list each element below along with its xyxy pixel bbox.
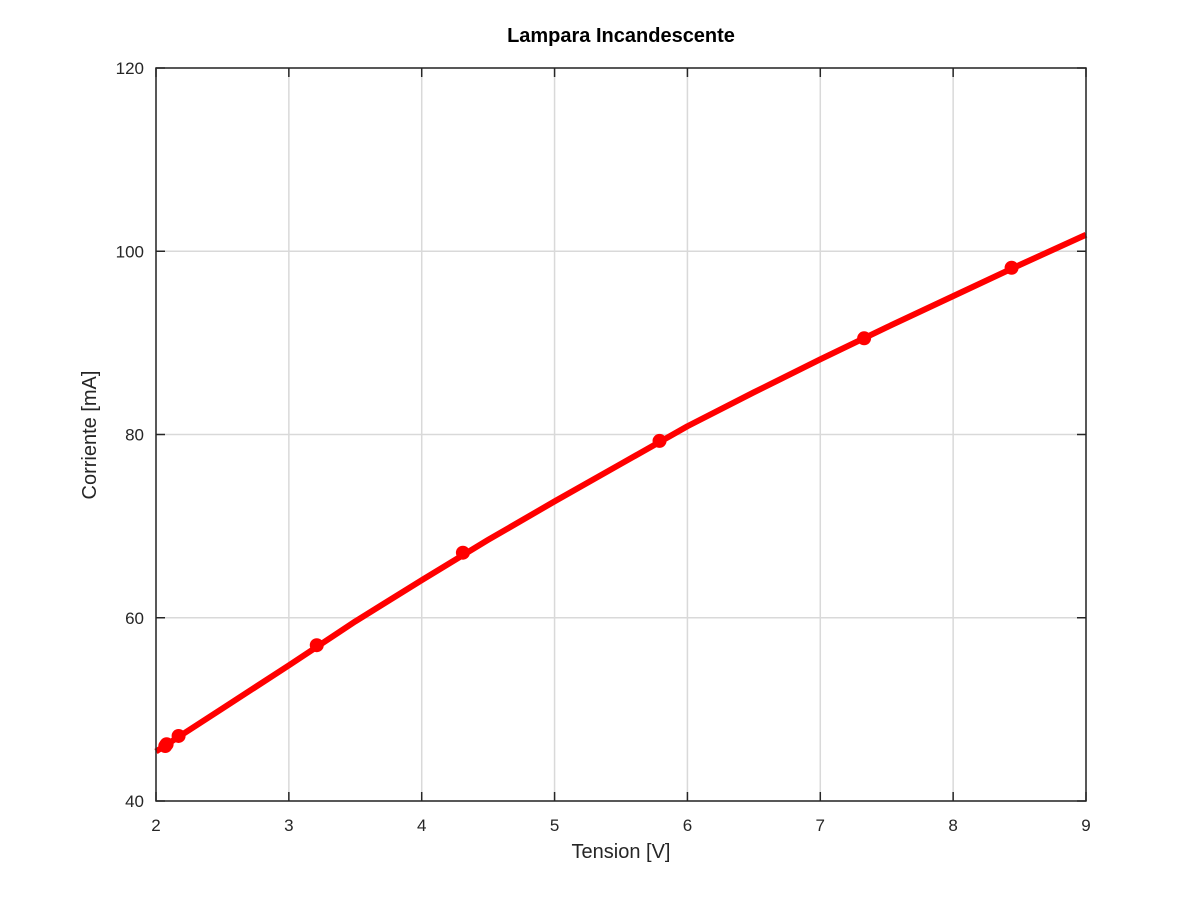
y-axis-label: Corriente [mA]: [79, 371, 101, 500]
plot-area: [154, 232, 1088, 755]
data-point: [857, 331, 872, 346]
x-tick-label: 2: [151, 816, 160, 835]
data-point: [1004, 260, 1019, 275]
ticks: 2 3 4 5 6 7 8 9 40 60 80 100 120: [116, 59, 1091, 835]
data-point: [171, 728, 186, 743]
data-point: [652, 433, 667, 448]
x-tick-label: 3: [284, 816, 293, 835]
series-line: [154, 232, 1088, 755]
y-tick-label: 80: [125, 426, 144, 445]
y-tick-label: 40: [125, 792, 144, 811]
x-tick-label: 7: [816, 816, 825, 835]
y-tick-label: 60: [125, 609, 144, 628]
data-point: [159, 737, 174, 752]
y-tick-label: 120: [116, 59, 144, 78]
x-tick-label: 6: [683, 816, 692, 835]
data-point: [455, 545, 470, 560]
data-point: [309, 638, 324, 653]
x-tick-label: 4: [417, 816, 426, 835]
x-tick-label: 5: [550, 816, 559, 835]
x-tick-label: 8: [948, 816, 957, 835]
y-tick-label: 100: [116, 242, 144, 261]
x-axis-label: Tension [V]: [572, 841, 671, 863]
x-tick-label: 9: [1081, 816, 1090, 835]
chart-title: Lampara Incandescente: [507, 25, 735, 47]
